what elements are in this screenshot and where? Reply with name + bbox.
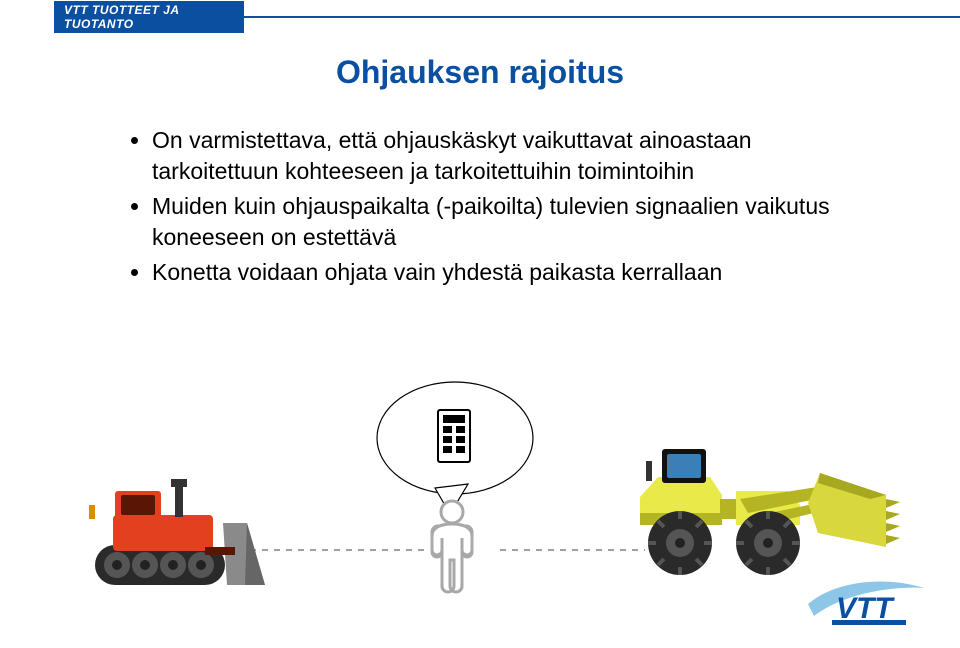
bullet-item: On varmistettava, että ohjauskäskyt vaik…	[152, 125, 850, 187]
bullet-item: Konetta voidaan ohjata vain yhdestä paik…	[152, 257, 850, 288]
bullet-list: On varmistettava, että ohjauskäskyt vaik…	[130, 125, 850, 292]
bulldozer-icon	[89, 479, 265, 585]
loader-icon	[640, 449, 900, 575]
header-label: VTT TUOTTEET JA TUOTANTO	[54, 1, 244, 33]
remote-bubble-icon	[377, 382, 533, 514]
bullet-item: Muiden kuin ohjauspaikalta (-paikoilta) …	[152, 191, 850, 253]
header-line	[244, 16, 960, 18]
person-icon	[432, 501, 472, 592]
page-title: Ohjauksen rajoitus	[0, 54, 960, 91]
vtt-logo: VTT	[806, 572, 926, 628]
slide: VTT TUOTTEET JA TUOTANTO Ohjauksen rajoi…	[0, 0, 960, 648]
header-bar: VTT TUOTTEET JA TUOTANTO	[54, 8, 960, 26]
